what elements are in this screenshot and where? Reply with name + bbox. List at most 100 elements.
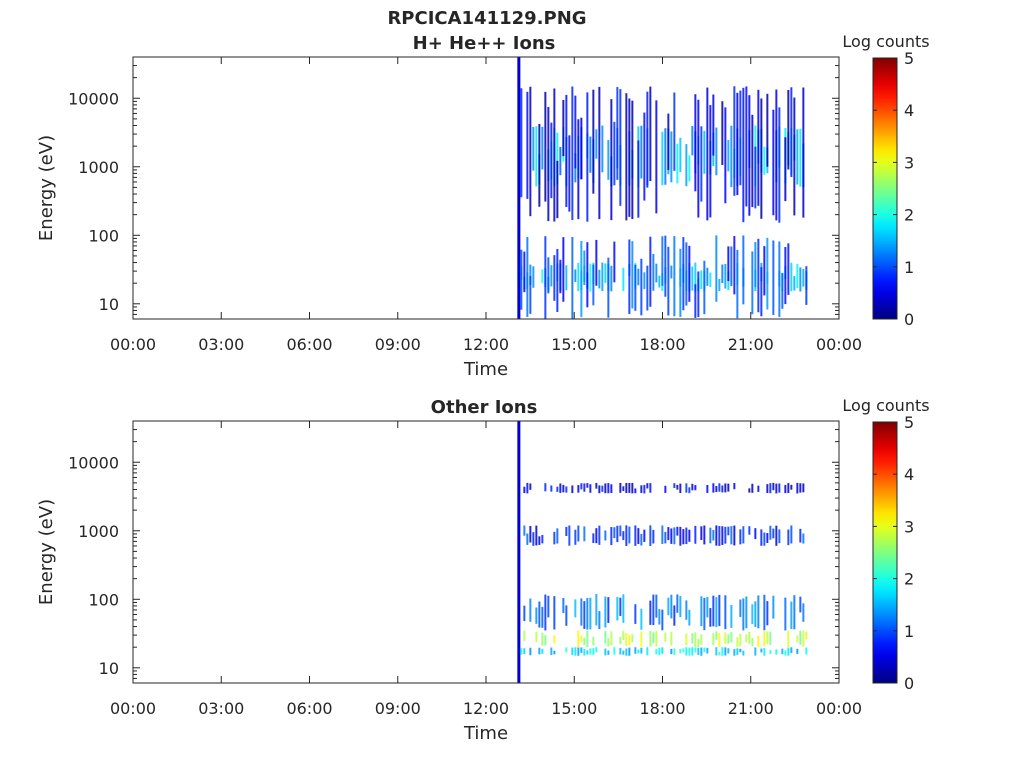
spectrogram-cell: [595, 647, 598, 652]
x-tick-label: 15:00: [551, 335, 597, 354]
spectrogram-cell: [691, 633, 694, 644]
spectrogram-cell: [790, 525, 793, 544]
spectrogram-cell: [619, 525, 622, 537]
data-start-line: [517, 421, 521, 683]
spectrogram-cell: [610, 265, 613, 292]
spectrogram-cell: [721, 647, 724, 656]
spectrogram-cell: [796, 129, 799, 185]
spectrogram-cell: [538, 123, 541, 207]
spectrogram-cell: [604, 530, 607, 541]
spectrogram-cell: [697, 271, 700, 318]
spectrogram-cell: [571, 237, 574, 319]
spectrogram-cell: [718, 632, 721, 647]
spectrogram-cell: [619, 89, 622, 206]
spectrogram-cell: [658, 647, 661, 656]
spectrogram-cell: [634, 525, 637, 546]
spectrogram-cell: [628, 634, 631, 646]
spectrogram-cell: [595, 482, 598, 489]
spectrogram-data: [517, 421, 808, 683]
spectrogram-cell: [574, 647, 577, 656]
spectrogram-cell: [754, 146, 757, 209]
spectrogram-cell: [595, 528, 598, 544]
spectrogram-cell: [763, 647, 766, 656]
spectrogram-cell: [751, 637, 754, 647]
axes-frame: [132, 420, 840, 684]
spectrogram-cell: [733, 236, 736, 295]
spectrogram-cell: [655, 630, 658, 647]
x-axis-label: Time: [463, 359, 508, 380]
spectrogram-cell: [637, 140, 640, 218]
colorbar-tick-label: 5: [904, 49, 914, 68]
spectrogram-cell: [679, 526, 682, 546]
figure-title: RPCICA141129.PNG: [387, 8, 586, 29]
spectrogram-cell: [727, 140, 730, 172]
spectrogram-cell: [541, 269, 544, 284]
colorbar: [872, 421, 898, 684]
spectrogram-cell: [745, 596, 748, 629]
spectrogram-cell: [736, 92, 739, 196]
spectrogram-cell: [592, 636, 595, 646]
spectrogram-cell: [718, 651, 721, 656]
spectrogram-cell: [703, 260, 706, 315]
spectrogram-cell: [754, 647, 757, 656]
spectrogram-cell: [526, 91, 529, 199]
spectrogram-cell: [634, 488, 637, 494]
spectrogram-cell: [625, 93, 628, 221]
spectrogram-cell: [700, 126, 703, 202]
spectrogram-cell: [541, 632, 544, 646]
spectrogram-cell: [631, 100, 634, 220]
spectrogram-cell: [580, 483, 583, 490]
spectrogram-cell: [598, 269, 601, 289]
spectrogram-cell: [574, 95, 577, 169]
spectrogram-cell: [769, 483, 772, 494]
colorbar-tick-label: 1: [904, 622, 914, 641]
spectrogram-cell: [541, 534, 544, 544]
spectrogram-cell: [562, 237, 565, 302]
axes-frame: [132, 56, 840, 320]
spectrogram-cell: [565, 605, 568, 626]
spectrogram-cell: [622, 650, 625, 655]
spectrogram-cell: [649, 600, 652, 625]
x-tick-label: 18:00: [639, 335, 685, 354]
spectrogram-cell: [778, 107, 781, 223]
spectrogram-cell: [754, 242, 757, 288]
spectrogram-cell: [736, 637, 739, 648]
spectrogram-cell: [802, 630, 805, 647]
spectrogram-cell: [793, 276, 796, 291]
spectrogram-cell: [703, 597, 706, 631]
spectrogram-cell: [532, 532, 535, 546]
spectrogram-cell: [718, 526, 721, 546]
spectrogram-cell: [703, 647, 706, 653]
spectrogram-cell: [754, 528, 757, 540]
spectrogram-cell: [565, 94, 568, 207]
spectrogram-cell: [667, 597, 670, 616]
colorbar-tick-label: 3: [904, 153, 914, 172]
spectrogram-cell: [607, 638, 610, 647]
spectrogram-cell: [694, 632, 697, 648]
spectrogram-cell: [679, 483, 682, 494]
spectrogram-cell: [787, 529, 790, 546]
spectrogram-cell: [523, 251, 526, 293]
spectrogram-cell: [682, 237, 685, 311]
spectrogram-cell: [649, 483, 652, 493]
spectrogram-cell: [625, 482, 628, 494]
spectrogram-cell: [574, 269, 577, 282]
spectrogram-cell: [763, 630, 766, 647]
spectrogram-cell: [724, 263, 727, 289]
spectrogram-cell: [640, 125, 643, 179]
spectrogram-cell: [712, 633, 715, 646]
spectrogram-cell: [586, 92, 589, 222]
spectrogram-cell: [556, 486, 559, 492]
spectrogram-cell: [637, 649, 640, 654]
spectrogram-cell: [628, 647, 631, 656]
spectrogram-cell: [571, 86, 574, 221]
panel-title: Other Ions: [431, 397, 538, 418]
spectrogram-cell: [784, 484, 787, 494]
spectrogram-cell: [727, 526, 730, 536]
spectrogram-cell: [592, 533, 595, 543]
spectrogram-cell: [730, 604, 733, 628]
spectrogram-cell: [595, 239, 598, 286]
spectrogram-cell: [553, 635, 556, 644]
spectrogram-cell: [778, 483, 781, 493]
spectrogram-cell: [676, 526, 679, 536]
